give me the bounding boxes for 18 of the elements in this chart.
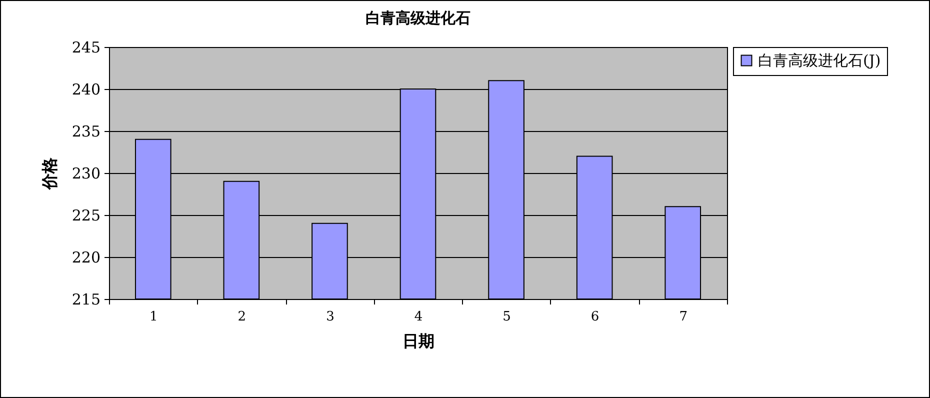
chart-title: 白青高级进化石 — [366, 9, 470, 27]
y-tick-label: 235 — [72, 122, 100, 140]
x-tick-label: 6 — [590, 310, 600, 324]
y-tick-label: 225 — [72, 206, 100, 224]
y-tick-label: 240 — [72, 80, 100, 98]
x-tick-label: 5 — [502, 310, 511, 324]
y-axis-title: 价格 — [40, 156, 59, 190]
y-tick-label: 245 — [72, 38, 100, 56]
x-tick-label: 4 — [414, 310, 423, 324]
x-tick-label: 3 — [326, 310, 334, 324]
y-tick-label: 230 — [72, 164, 100, 182]
y-tick-label: 220 — [72, 248, 100, 266]
x-tick-label: 2 — [238, 310, 246, 324]
legend-label: 白青高级进化石(J) — [758, 52, 881, 70]
x-tick-label: 7 — [679, 310, 688, 324]
x-tick-label: 1 — [150, 310, 158, 324]
x-axis-title: 日期 — [402, 332, 434, 350]
y-tick-label: 215 — [72, 290, 100, 308]
